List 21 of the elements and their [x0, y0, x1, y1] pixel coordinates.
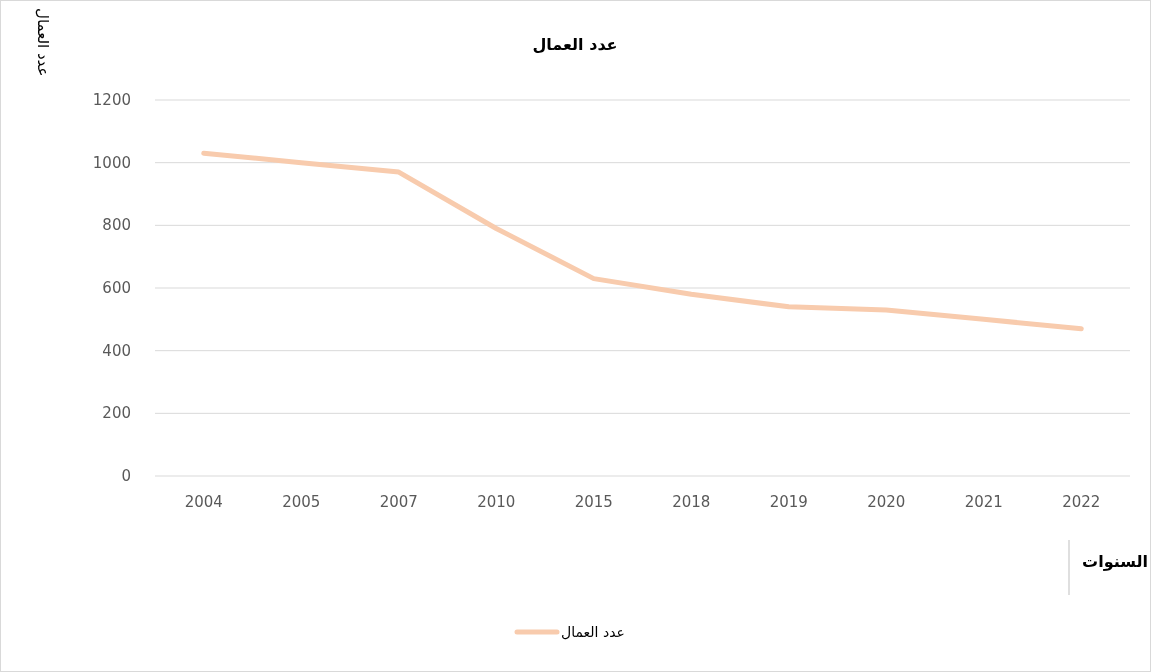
x-tick-label: 2019	[769, 493, 808, 511]
x-tick-label: 2015	[574, 493, 613, 511]
y-tick-label: 1200	[92, 91, 131, 109]
y-tick-label: 600	[102, 279, 131, 297]
y-tick-label: 400	[102, 341, 131, 360]
y-tick-label: 1000	[92, 153, 131, 172]
y-tick-label: 800	[102, 216, 131, 235]
x-tick-label: 2007	[379, 493, 418, 511]
chart-title: عدد العمال	[532, 35, 618, 54]
y-axis-title: عدد العمال	[34, 8, 52, 77]
y-tick-label: 200	[102, 404, 131, 423]
x-axis-title: السنوات	[1082, 552, 1148, 571]
x-tick-label: 2018	[672, 493, 711, 511]
x-tick-label: 2021	[964, 493, 1003, 511]
x-tick-label: 2005	[282, 493, 321, 511]
x-tick-label: 2020	[867, 493, 906, 511]
x-tick-label: 2004	[184, 493, 223, 511]
x-tick-label: 2010	[477, 493, 516, 511]
y-tick-label: 0	[121, 467, 131, 485]
x-tick-label: 2022	[1062, 493, 1101, 511]
legend-label: عدد العمال	[561, 624, 625, 640]
